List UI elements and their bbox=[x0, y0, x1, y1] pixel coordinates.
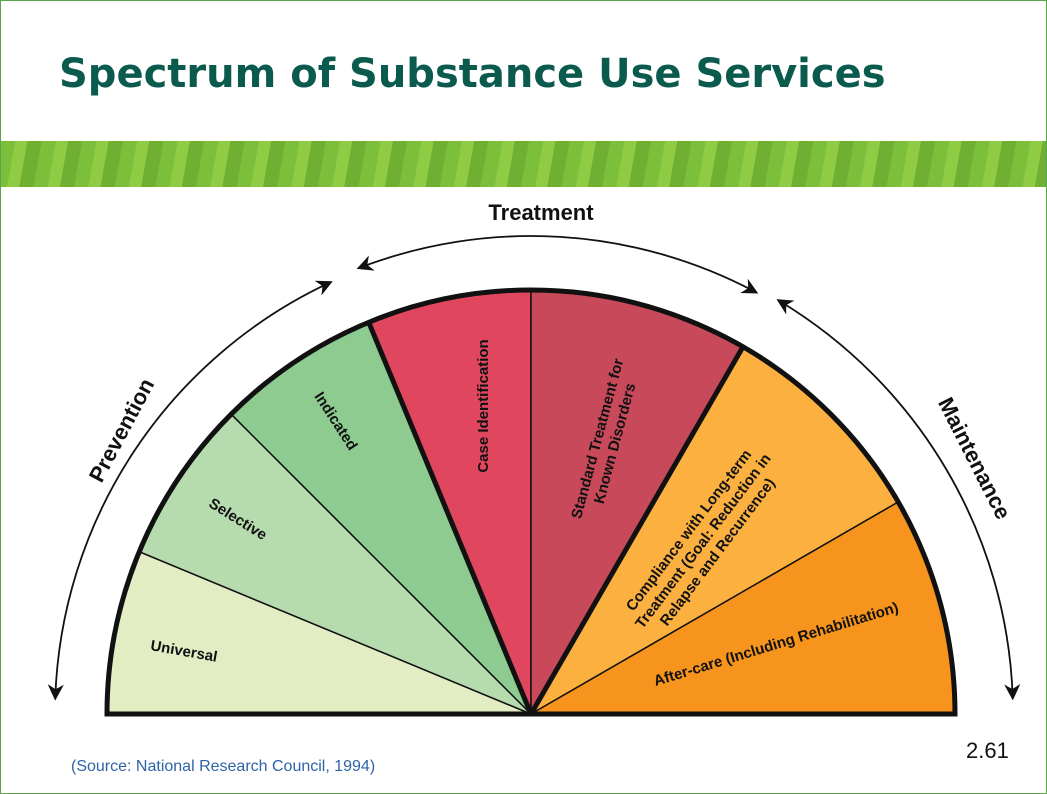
segment-label: Case Identification bbox=[475, 339, 492, 472]
source-note: (Source: National Research Council, 1994… bbox=[71, 758, 376, 775]
maintenance-arrow bbox=[776, 299, 1021, 701]
slide-number: 2.61 bbox=[966, 738, 1009, 763]
group-divider bbox=[366, 321, 534, 715]
title: Spectrum of Substance Use Services bbox=[59, 51, 886, 97]
arc-label: Maintenance bbox=[933, 393, 1016, 523]
group-divider bbox=[528, 345, 746, 716]
segment-label-line: Case Identification bbox=[475, 339, 492, 472]
arc-label: Treatment bbox=[488, 200, 594, 225]
treatment-arrow bbox=[356, 235, 759, 294]
header-band bbox=[1, 141, 1046, 187]
prevention-arrow bbox=[47, 280, 333, 701]
